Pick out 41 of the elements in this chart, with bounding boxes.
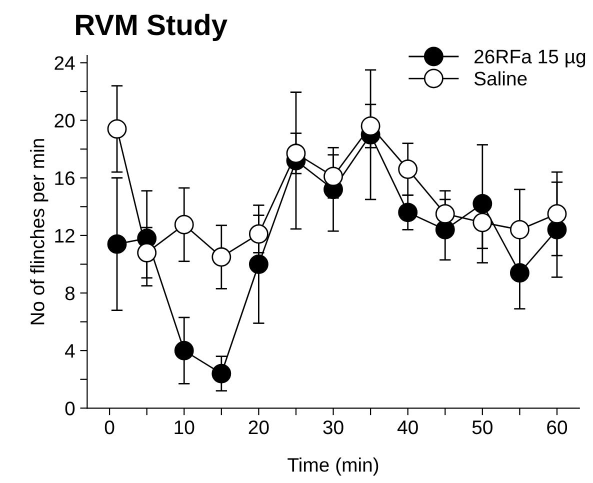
y-tick-label: 24 <box>54 56 75 70</box>
point <box>248 254 268 274</box>
legend-label: Saline <box>474 71 527 86</box>
x-tick-label: 30 <box>323 420 344 434</box>
point <box>174 214 194 234</box>
legend-label: 26RFa 15 µg <box>474 50 586 68</box>
point <box>510 263 530 283</box>
point <box>212 247 232 267</box>
x-tick-label: 20 <box>248 420 269 434</box>
point <box>212 364 232 384</box>
y-tick-label: 0 <box>65 402 75 416</box>
y-tick-label: 16 <box>55 171 75 186</box>
x-tick-label: 50 <box>472 420 492 434</box>
point <box>137 242 157 262</box>
point <box>547 220 567 240</box>
point <box>547 204 567 224</box>
y-axis-title: No of flinches per min <box>30 139 48 324</box>
x-tick-label: 0 <box>104 420 114 434</box>
y-tick-label: 12 <box>55 228 74 242</box>
y-tick-label: 4 <box>65 344 75 358</box>
point <box>510 220 530 240</box>
point <box>472 212 492 232</box>
point <box>107 234 127 254</box>
point <box>174 340 194 360</box>
point <box>398 202 418 222</box>
y-tick-label: 8 <box>65 286 75 300</box>
point <box>248 224 268 244</box>
point <box>435 220 455 240</box>
point <box>360 116 380 136</box>
point <box>435 204 455 224</box>
x-tick-label: 10 <box>174 420 194 434</box>
point <box>107 119 127 139</box>
x-tick-label: 40 <box>397 420 418 434</box>
x-axis-title: Time (min) <box>288 458 378 476</box>
point <box>286 144 306 164</box>
point <box>324 166 343 186</box>
y-tick-label: 20 <box>54 114 75 128</box>
point <box>398 160 418 179</box>
chart-title: RVM Study <box>76 14 228 42</box>
x-tick-label: 60 <box>547 420 568 434</box>
point <box>472 194 492 214</box>
